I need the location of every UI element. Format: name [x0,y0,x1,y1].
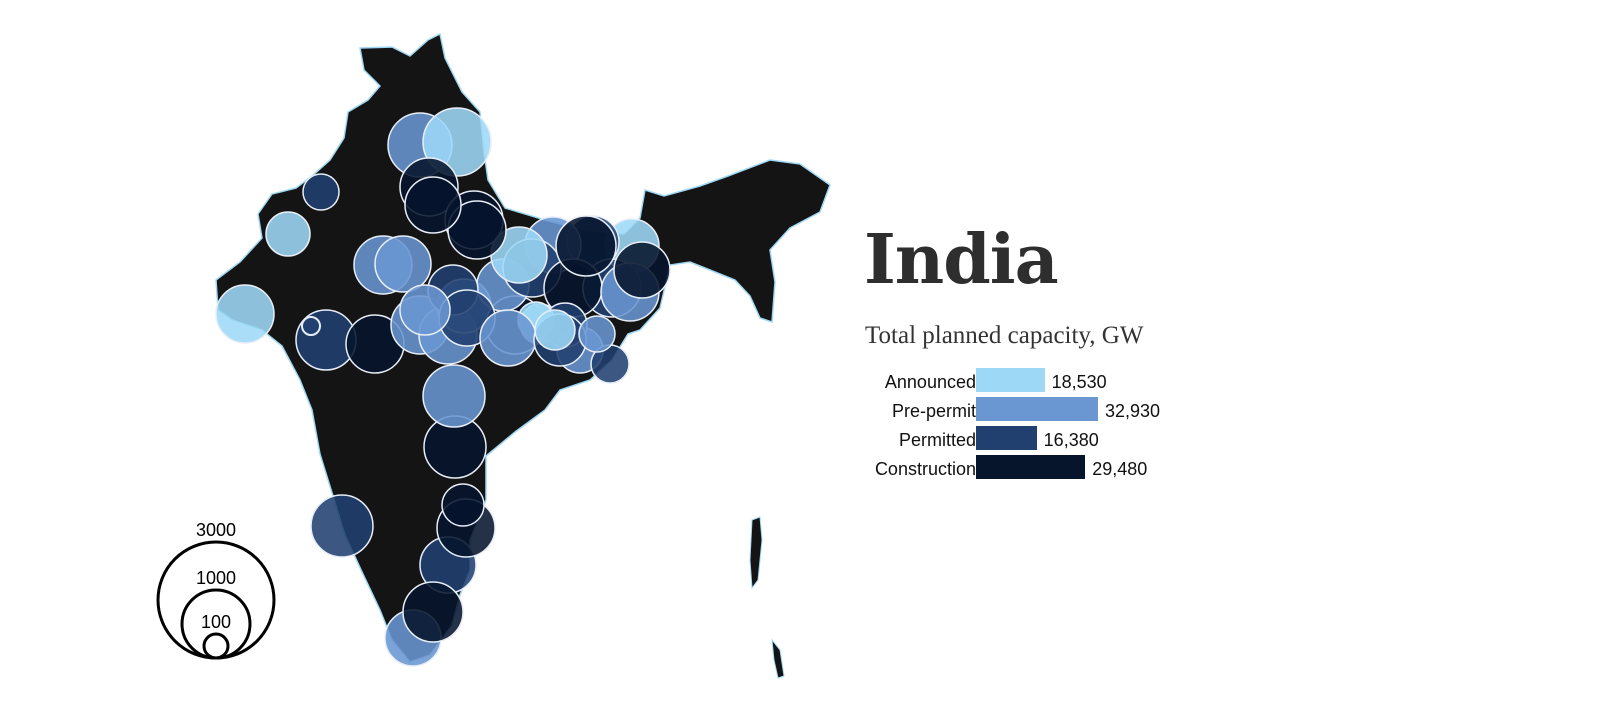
bar-value-permitted: 16,380 [1043,430,1099,450]
size-legend-circle-100 [202,632,230,660]
bar-label-pre-permit: Pre-permit [891,401,976,421]
size-legend-label-100: 100 [201,612,231,632]
size-legend-circle-3000 [156,540,276,660]
plant-bubble-construction [404,176,462,234]
plant-bubble-permitted [301,316,321,336]
bar-pre-permit [976,397,1098,421]
size-legend-label-3000: 3000 [196,520,236,540]
country-title: India [864,220,1059,300]
bar-value-announced: 18,530 [1051,372,1107,392]
plant-bubble-construction [402,581,464,643]
bar-label-announced: Announced [884,372,976,392]
plant-bubble-pre-permit [578,315,616,353]
nicobar-islands [771,638,785,679]
plant-bubble-pre-permit [479,309,537,367]
plant-bubbles [215,107,671,667]
plant-bubble-construction [447,200,507,260]
plant-bubble-permitted [302,173,340,211]
bar-label-permitted: Permitted [898,430,976,450]
bar-construction [976,455,1086,479]
chart-subtitle: Total planned capacity, GW [865,322,1144,349]
plant-bubble-announced [422,107,492,177]
plant-bubble-pre-permit [422,364,486,428]
bar-label-construction: Construction [874,459,976,479]
plant-bubble-announced [215,284,275,344]
plant-bubble-permitted [310,494,374,558]
plant-bubble-announced [265,211,311,257]
plant-bubble-pre-permit [374,235,432,293]
bar-permitted [976,426,1037,450]
plant-bubble-construction [613,241,671,299]
size-legend: 3000 1000 100 [156,520,276,660]
bar-value-pre-permit: 32,930 [1105,401,1161,421]
bar-value-construction: 29,480 [1092,459,1148,479]
plant-bubble-construction [555,215,617,277]
andaman-islands [749,516,763,590]
bar-announced [976,368,1045,392]
plant-bubble-construction [441,483,485,527]
size-legend-label-1000: 1000 [196,568,236,588]
plant-bubble-announced [534,309,576,351]
plant-bubble-pre-permit [399,284,451,336]
